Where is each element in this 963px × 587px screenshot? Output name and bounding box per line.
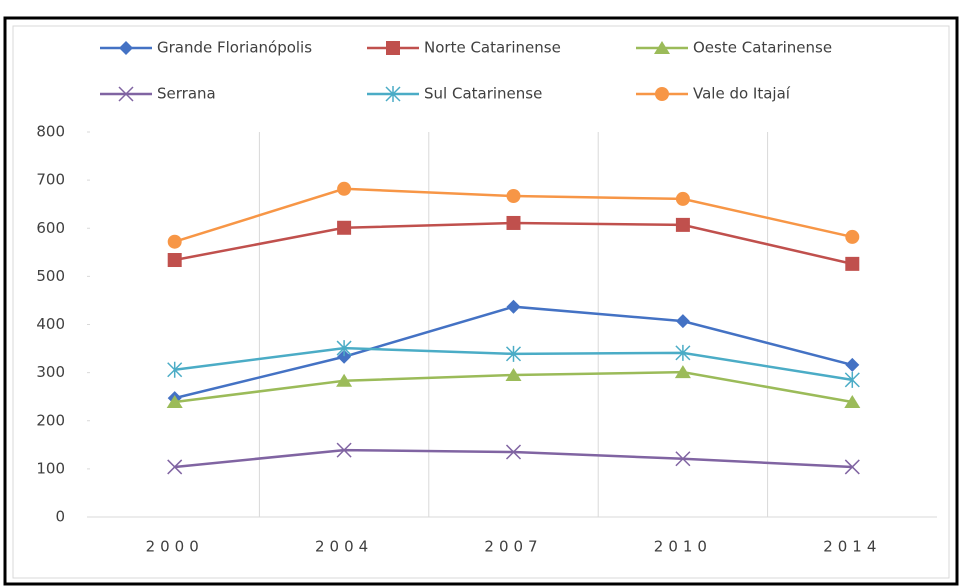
- y-tick-label: 100: [36, 459, 65, 477]
- marker: [675, 217, 690, 232]
- legend-label: Norte Catarinense: [424, 39, 561, 57]
- y-tick-label: 0: [55, 508, 65, 526]
- marker: [336, 340, 352, 357]
- marker: [167, 253, 182, 268]
- marker: [336, 442, 352, 458]
- marker: [845, 357, 860, 372]
- marker: [337, 349, 352, 364]
- y-tick-label: 500: [36, 267, 65, 285]
- marker: [844, 459, 860, 475]
- marker: [506, 215, 521, 230]
- chart-frame: [12, 25, 950, 579]
- marker: [336, 373, 353, 387]
- marker: [166, 394, 183, 408]
- marker: [506, 189, 521, 204]
- legend-label: Vale do Itajaí: [693, 85, 791, 103]
- marker: [385, 86, 401, 102]
- y-tick-label: 200: [36, 411, 65, 429]
- marker: [505, 345, 522, 362]
- marker: [167, 234, 182, 249]
- x-tick-label: 2014: [823, 538, 881, 556]
- marker: [386, 41, 400, 55]
- marker: [118, 86, 134, 102]
- marker: [654, 41, 670, 54]
- legend-label: Serrana: [157, 85, 216, 103]
- marker: [845, 229, 860, 244]
- marker: [675, 451, 691, 467]
- marker: [844, 394, 861, 408]
- x-tick-label: 2004: [315, 538, 373, 556]
- legend-label: Sul Catarinense: [424, 85, 542, 103]
- marker: [675, 314, 690, 329]
- y-tick-label: 800: [36, 123, 65, 141]
- x-tick-label: 2010: [654, 538, 712, 556]
- marker: [167, 459, 183, 475]
- marker: [167, 361, 183, 378]
- marker: [337, 220, 352, 235]
- legend-label: Oeste Catarinense: [693, 39, 832, 57]
- marker: [655, 87, 669, 101]
- x-tick-label: 2007: [484, 538, 542, 556]
- legend-label: Grande Florianópolis: [157, 39, 312, 57]
- marker: [675, 344, 691, 361]
- outer-border: [3, 16, 959, 586]
- marker: [844, 371, 860, 388]
- marker: [505, 368, 522, 382]
- y-tick-label: 600: [36, 219, 65, 237]
- marker: [337, 181, 352, 196]
- x-tick-label: 2000: [146, 538, 204, 556]
- y-tick-label: 300: [36, 363, 65, 381]
- y-tick-label: 400: [36, 315, 65, 333]
- marker: [845, 256, 860, 271]
- marker: [674, 365, 691, 379]
- y-tick-label: 700: [36, 171, 65, 189]
- marker: [119, 41, 133, 55]
- marker: [506, 299, 521, 314]
- marker: [505, 444, 522, 460]
- marker: [675, 191, 690, 206]
